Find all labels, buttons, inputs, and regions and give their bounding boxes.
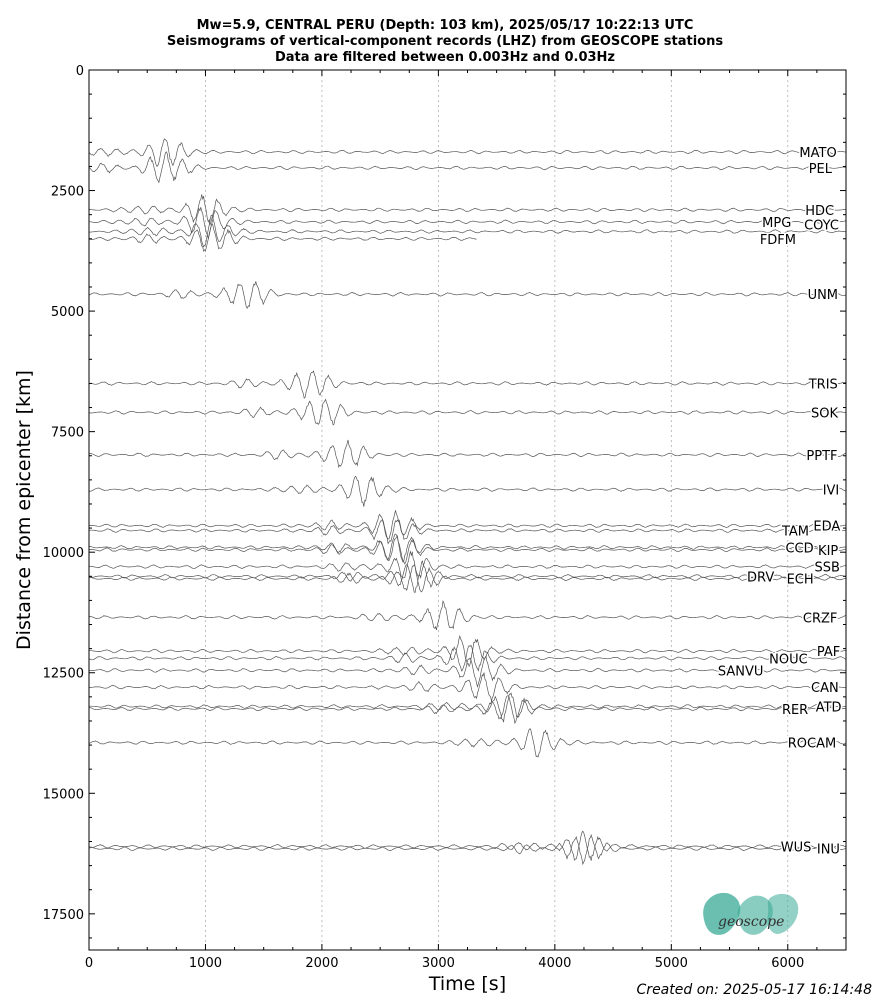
trace-fdfm (88, 223, 477, 252)
trace-pptf (88, 439, 846, 469)
x-tick-label-0: 0 (85, 956, 93, 971)
station-label-rer: RER (782, 703, 808, 718)
x-tick-label-5000: 5000 (655, 956, 688, 971)
station-label-fdfm: FDFM (760, 233, 796, 248)
trace-inu (88, 833, 846, 866)
trace-ssb (88, 550, 846, 579)
x-tick-label-2000: 2000 (305, 956, 338, 971)
trace-rer (88, 695, 846, 724)
y-tick-label-10000: 10000 (43, 546, 84, 561)
x-tick-label-1000: 1000 (189, 956, 222, 971)
trace-ech (88, 564, 846, 593)
trace-ccd (89, 533, 846, 563)
station-label-mpg: MPG (762, 216, 791, 231)
trace-paf (88, 634, 846, 668)
station-label-ccd: CCD (785, 541, 813, 556)
title-line-1: Mw=5.9, CENTRAL PERU (Depth: 103 km), 20… (196, 18, 694, 33)
trace-coyc (88, 214, 846, 248)
trace-can (88, 672, 846, 703)
grid-lines (205, 70, 789, 950)
station-label-eda: EDA (813, 520, 840, 535)
trace-atd (88, 692, 846, 723)
station-label-hdc: HDC (805, 204, 834, 219)
station-label-ssb: SSB (815, 561, 840, 576)
station-label-drv: DRV (747, 570, 774, 585)
trace-unm (88, 281, 846, 309)
trace-sok (88, 398, 846, 426)
y-axis-label: Distance from epicenter [km] (13, 370, 35, 650)
y-tick-label-15000: 15000 (43, 787, 84, 802)
trace-ivi (88, 475, 846, 507)
chart-title: Mw=5.9, CENTRAL PERU (Depth: 103 km), 20… (0, 18, 890, 66)
x-axis-label: Time [s] (428, 973, 506, 995)
y-tick-label-0: 0 (76, 64, 84, 79)
trace-mpg (88, 207, 846, 240)
station-label-wus: WUS (781, 840, 812, 855)
trace-crzf (88, 599, 846, 630)
station-label-inu: INU (817, 843, 840, 858)
x-tick-label-4000: 4000 (538, 956, 571, 971)
station-label-pel: PEL (809, 162, 833, 177)
station-label-sanvu: SANVU (718, 664, 764, 679)
created-timestamp: Created on: 2025-05-17 16:14:48 (636, 982, 872, 998)
trace-wus (88, 830, 846, 861)
trace-drv (88, 560, 846, 593)
trace-rocam (88, 728, 846, 758)
x-tick-label-6000: 6000 (771, 956, 804, 971)
y-tick-label-17500: 17500 (43, 908, 84, 923)
station-label-coyc: COYC (804, 218, 839, 233)
station-label-nouc: NOUC (769, 652, 808, 667)
station-label-can: CAN (811, 681, 839, 696)
y-tick-label-12500: 12500 (43, 667, 84, 682)
station-label-tris: TRIS (808, 377, 838, 392)
axis-ticks: 0 1000 2000 3000 4000 5000 6000 0 2500 5000 7500 10… (43, 64, 847, 971)
station-label-ech: ECH (787, 573, 814, 588)
station-label-unm: UNM (808, 288, 838, 303)
trace-eda (88, 510, 846, 540)
plot-frame (88, 69, 847, 951)
station-label-ivi: IVI (823, 484, 840, 499)
trace-hdc (89, 194, 846, 225)
trace-tam (88, 518, 846, 545)
station-label-rocam: ROCAM (788, 737, 836, 752)
trace-pel (88, 151, 846, 184)
station-label-sok: SOK (811, 406, 838, 421)
trace-nouc (88, 644, 846, 672)
x-tick-label-3000: 3000 (422, 956, 455, 971)
trace-tris (88, 370, 846, 399)
title-line-2: Seismograms of vertical-component record… (166, 34, 724, 49)
station-label-crzf: CRZF (803, 611, 838, 626)
y-tick-label-7500: 7500 (51, 426, 84, 441)
trace-sanvu (89, 655, 846, 688)
trace-kip (89, 534, 846, 565)
title-line-3: Data are filtered between 0.003Hz and 0.… (274, 50, 616, 65)
geoscope-logo: geoscope (703, 892, 799, 935)
station-label-atd: ATD (816, 700, 842, 715)
y-tick-label-5000: 5000 (51, 305, 84, 320)
station-label-mato: MATO (799, 146, 836, 161)
trace-mato (88, 138, 846, 168)
logo-text: geoscope (718, 914, 784, 930)
trace-group (88, 138, 846, 866)
y-tick-label-2500: 2500 (51, 185, 84, 200)
station-label-kip: KIP (818, 544, 838, 559)
station-label-paf: PAF (817, 645, 840, 660)
station-label-pptf: PPTF (806, 449, 837, 464)
station-label-tam: TAM (781, 524, 809, 539)
